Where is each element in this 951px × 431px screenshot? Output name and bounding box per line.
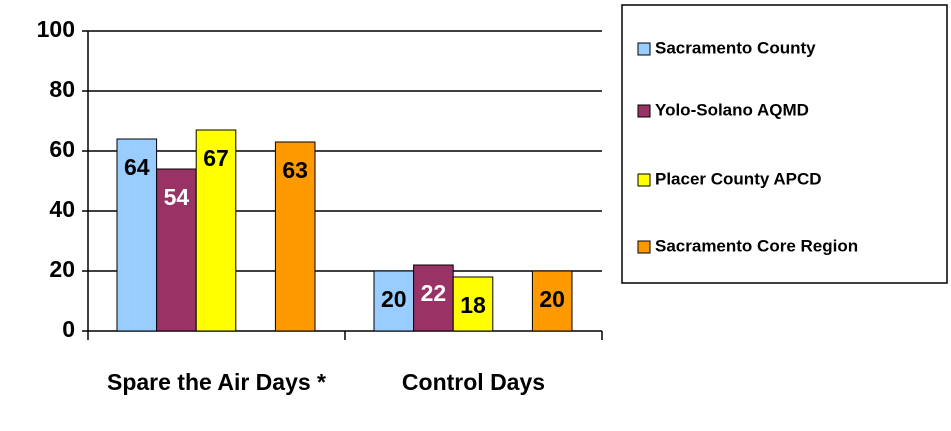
value-label: 18 — [460, 292, 486, 318]
value-label: 67 — [203, 145, 229, 171]
legend-label: Sacramento County — [655, 38, 816, 57]
bar — [413, 264, 454, 332]
bar — [116, 138, 158, 332]
bar — [531, 270, 573, 332]
bar — [452, 276, 494, 332]
legend-swatch — [637, 173, 651, 187]
bar — [156, 168, 197, 332]
bar — [274, 141, 316, 332]
y-tick-label: 0 — [62, 316, 75, 342]
bar — [195, 129, 237, 332]
x-tick-label: Spare the Air Days * — [106, 369, 327, 395]
y-tick-label: 80 — [49, 76, 75, 102]
value-label: 20 — [381, 286, 407, 312]
legend-swatch — [637, 104, 651, 118]
y-tick-label: 60 — [49, 136, 75, 162]
value-label: 63 — [282, 157, 308, 183]
legend-box — [621, 4, 948, 284]
y-tick-label: 20 — [49, 256, 75, 282]
value-label: 22 — [421, 280, 447, 306]
value-label: 54 — [164, 184, 190, 210]
legend-label: Yolo-Solano AQMD — [655, 100, 809, 119]
x-tick-label: Control Days — [401, 369, 546, 395]
bar — [373, 270, 415, 332]
y-tick-label: 100 — [37, 16, 75, 42]
value-label: 64 — [124, 154, 150, 180]
legend-swatch — [637, 240, 651, 254]
value-label: 20 — [539, 286, 565, 312]
legend-label: Placer County APCD — [655, 169, 822, 188]
legend-label: Sacramento Core Region — [655, 236, 858, 255]
y-tick-label: 40 — [49, 196, 75, 222]
legend-swatch — [637, 42, 651, 56]
